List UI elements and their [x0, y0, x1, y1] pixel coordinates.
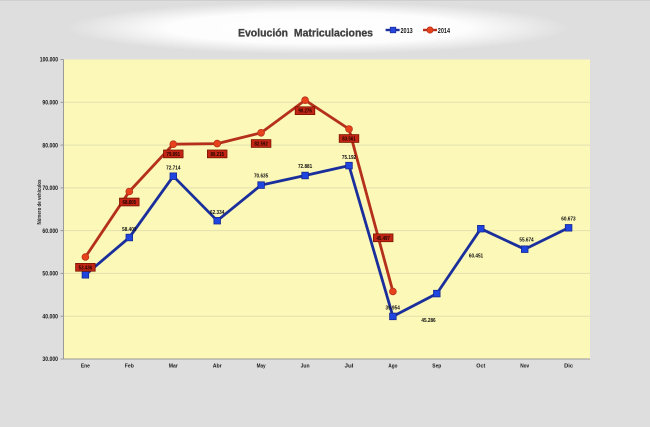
svg-text:70.000: 70.000 [42, 185, 58, 192]
svg-text:Ene: Ene [81, 364, 90, 370]
svg-text:Jul: Jul [345, 364, 354, 370]
svg-text:39.954: 39.954 [386, 306, 401, 312]
svg-text:Nov: Nov [520, 364, 530, 370]
svg-text:45.497: 45.497 [376, 236, 390, 242]
svg-text:75.192: 75.192 [342, 155, 356, 161]
svg-text:Oct: Oct [476, 364, 485, 370]
svg-text:83.561: 83.561 [342, 137, 356, 143]
svg-text:72.881: 72.881 [298, 164, 312, 170]
svg-text:2013: 2013 [401, 26, 413, 35]
svg-text:79.991: 79.991 [167, 152, 181, 158]
svg-text:90.000: 90.000 [42, 100, 58, 107]
svg-text:40.000: 40.000 [42, 313, 58, 320]
svg-text:Abr: Abr [213, 364, 223, 370]
svg-text:Evolución Matriculaciones: Evolución Matriculaciones [238, 28, 373, 40]
svg-text:72.714: 72.714 [166, 165, 181, 171]
svg-text:70.635: 70.635 [254, 174, 268, 180]
svg-text:68.805: 68.805 [123, 200, 137, 206]
svg-text:55.674: 55.674 [519, 237, 534, 243]
svg-text:2014: 2014 [438, 26, 451, 35]
svg-text:60.673: 60.673 [561, 216, 575, 222]
svg-text:60.451: 60.451 [469, 254, 483, 260]
svg-text:Jun: Jun [301, 364, 311, 370]
svg-text:Dic: Dic [564, 364, 573, 370]
svg-text:Feb: Feb [125, 364, 135, 370]
svg-text:45.286: 45.286 [421, 318, 435, 324]
svg-text:50.000: 50.000 [42, 271, 58, 278]
svg-text:80.215: 80.215 [210, 152, 224, 158]
svg-text:53.436: 53.436 [79, 265, 93, 271]
svg-text:58.403: 58.403 [122, 227, 136, 233]
svg-text:62.334: 62.334 [210, 210, 225, 216]
svg-text:30.000: 30.000 [42, 356, 58, 363]
svg-text:60.000: 60.000 [42, 228, 58, 235]
svg-text:80.000: 80.000 [42, 142, 58, 149]
svg-text:100.000: 100.000 [40, 57, 59, 64]
svg-text:Ago: Ago [388, 364, 397, 370]
svg-text:Número de vehículos: Número de vehículos [37, 179, 43, 224]
svg-text:82.592: 82.592 [254, 142, 268, 148]
svg-text:Sep: Sep [432, 364, 442, 370]
svg-text:90.276: 90.276 [298, 109, 312, 115]
svg-text:Mar: Mar [169, 364, 179, 370]
svg-text:May: May [257, 364, 267, 370]
